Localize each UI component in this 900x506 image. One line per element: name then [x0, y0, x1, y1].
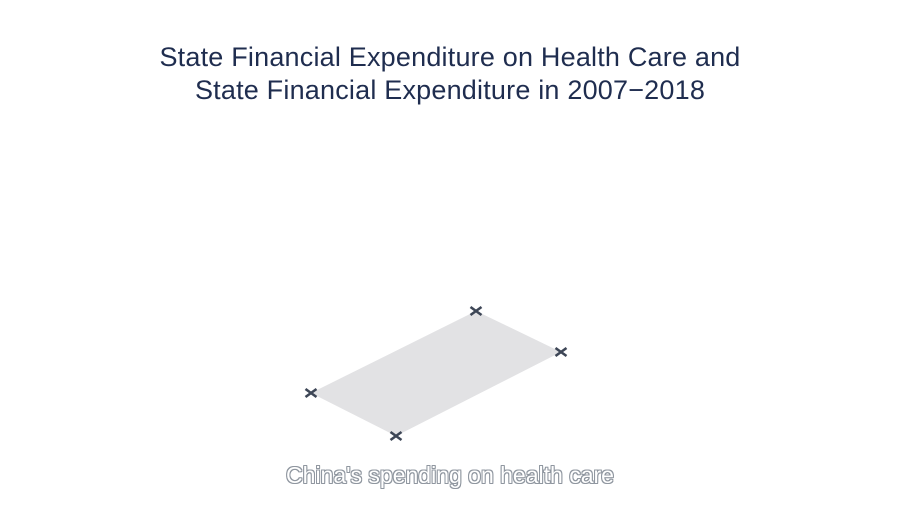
chart-title-line1: State Financial Expenditure on Health Ca… — [159, 42, 741, 72]
corner-x-marker — [554, 346, 568, 358]
corner-x-marker — [389, 430, 403, 442]
chart-title-line2: State Financial Expenditure in 2007−2018 — [194, 75, 706, 105]
chart-title: State Financial Expenditure on Health Ca… — [0, 41, 900, 107]
corner-x-marker — [469, 305, 483, 317]
base-plane-polygon — [311, 311, 561, 436]
subtitle-caption: China's spending on health care — [286, 462, 614, 488]
corner-x-marker — [304, 387, 318, 399]
